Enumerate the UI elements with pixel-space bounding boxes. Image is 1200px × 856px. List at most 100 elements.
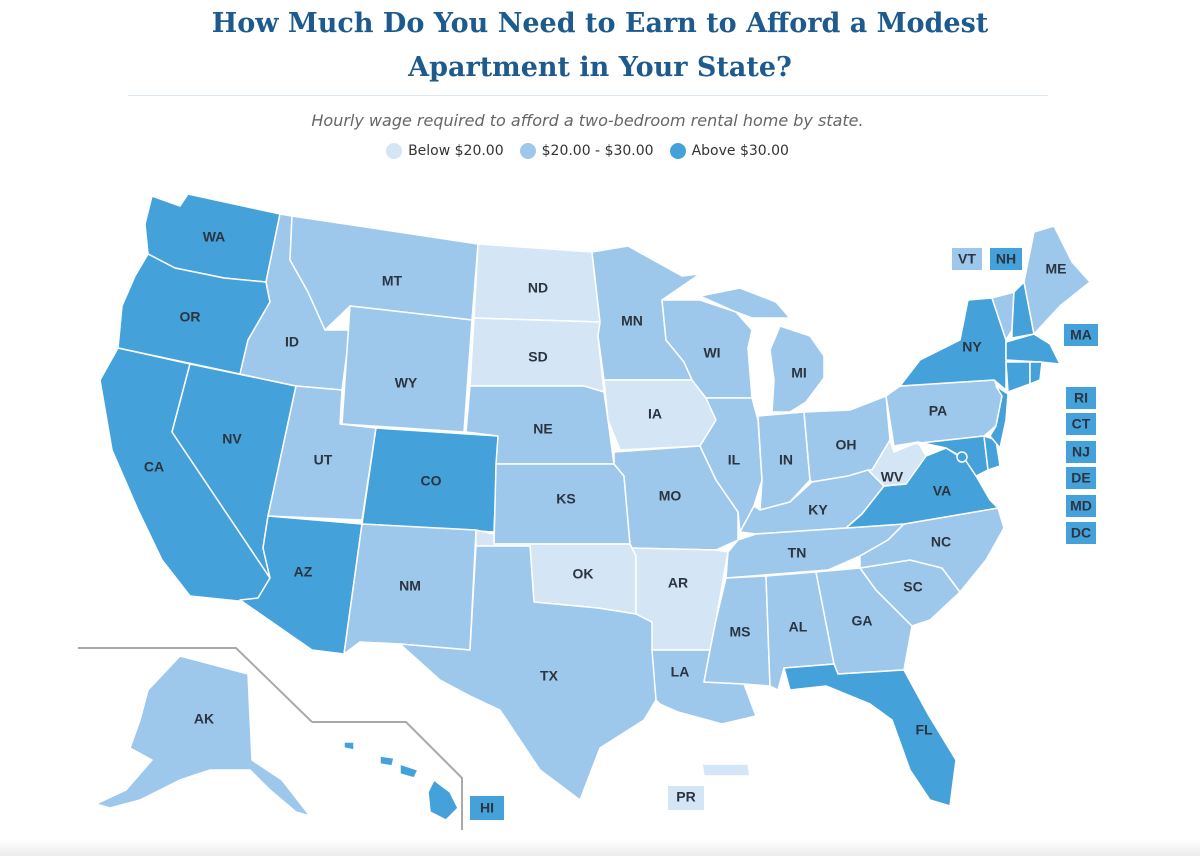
state-label-NJ: NJ xyxy=(1072,444,1090,460)
legend-item-low[interactable]: Below $20.00 xyxy=(386,143,504,159)
state-label-NY: NY xyxy=(962,339,982,355)
state-label-IL: IL xyxy=(728,452,741,468)
state-HI-island-1[interactable] xyxy=(379,755,395,767)
state-label-AR: AR xyxy=(668,575,688,591)
state-label-HI: HI xyxy=(480,800,494,816)
state-NC[interactable] xyxy=(859,507,1005,593)
callout-boxes xyxy=(470,248,1098,820)
state-label-CT: CT xyxy=(1072,416,1091,432)
state-label-TX: TX xyxy=(540,668,559,684)
state-label-KS: KS xyxy=(556,491,575,507)
state-label-NH: NH xyxy=(996,251,1016,267)
state-MI[interactable] xyxy=(769,325,825,413)
state-label-DC: DC xyxy=(1071,525,1091,541)
callout-box-VT[interactable] xyxy=(952,248,982,270)
state-HI[interactable] xyxy=(427,779,459,821)
state-label-IN: IN xyxy=(779,452,793,468)
state-label-NC: NC xyxy=(931,534,951,550)
state-label-IA: IA xyxy=(648,406,662,422)
state-label-GA: GA xyxy=(852,613,873,629)
legend-swatch-low xyxy=(386,143,403,159)
state-label-NE: NE xyxy=(533,421,552,437)
state-label-CO: CO xyxy=(421,473,442,489)
state-label-UT: UT xyxy=(314,452,333,468)
callout-box-NH[interactable] xyxy=(990,248,1022,270)
state-HI-island-3[interactable] xyxy=(343,741,355,751)
legend-swatch-high xyxy=(669,143,686,159)
legend-label-low: Below $20.00 xyxy=(408,143,504,159)
page-title: How Much Do You Need to Earn to Afford a… xyxy=(211,8,989,83)
state-label-NM: NM xyxy=(399,578,421,594)
callout-box-DC[interactable] xyxy=(1066,522,1096,544)
state-label-AL: AL xyxy=(789,619,808,635)
state-label-ND: ND xyxy=(528,280,548,296)
state-NH[interactable] xyxy=(1011,281,1035,339)
callout-box-CT[interactable] xyxy=(1066,413,1096,435)
state-label-AK: AK xyxy=(194,711,214,727)
state-MA[interactable] xyxy=(1005,333,1061,365)
legend-swatch-mid xyxy=(519,143,536,159)
state-label-OK: OK xyxy=(573,566,594,582)
state-WY[interactable] xyxy=(341,305,473,433)
state-HI-island-2[interactable] xyxy=(399,763,419,779)
state-label-MN: MN xyxy=(621,313,643,329)
state-label-RI: RI xyxy=(1074,390,1088,406)
state-MI-upper[interactable] xyxy=(699,287,791,319)
state-label-AZ: AZ xyxy=(294,564,313,580)
state-label-LA: LA xyxy=(671,664,690,680)
title-divider xyxy=(128,95,1048,96)
state-label-CA: CA xyxy=(144,459,164,475)
state-label-MA: MA xyxy=(1070,327,1092,343)
state-DC[interactable] xyxy=(956,451,968,463)
state-label-MO: MO xyxy=(659,488,682,504)
legend-label-mid: $20.00 - $30.00 xyxy=(541,143,654,159)
state-label-TN: TN xyxy=(788,545,807,561)
legend-item-mid[interactable]: $20.00 - $30.00 xyxy=(519,143,654,159)
state-label-SD: SD xyxy=(528,349,547,365)
state-RI[interactable] xyxy=(1029,361,1043,385)
callout-box-DE[interactable] xyxy=(1066,467,1096,489)
callout-box-RI[interactable] xyxy=(1066,387,1096,409)
state-label-SC: SC xyxy=(903,579,922,595)
state-label-NV: NV xyxy=(222,431,242,447)
state-label-MT: MT xyxy=(382,273,403,289)
bottom-edge-shadow xyxy=(0,840,1200,856)
state-TX[interactable] xyxy=(399,545,657,801)
state-label-ID: ID xyxy=(285,334,299,350)
state-PR[interactable] xyxy=(701,763,751,777)
state-label-WV: WV xyxy=(881,469,904,485)
state-label-WY: WY xyxy=(395,375,418,391)
state-NY[interactable] xyxy=(899,297,1007,391)
callout-box-HI[interactable] xyxy=(470,796,504,820)
state-label-WA: WA xyxy=(203,229,226,245)
state-label-KY: KY xyxy=(808,502,828,518)
state-CT[interactable] xyxy=(1005,361,1031,393)
state-label-OH: OH xyxy=(836,437,857,453)
state-label-PA: PA xyxy=(929,403,947,419)
state-AK[interactable] xyxy=(95,655,311,817)
callout-box-MA[interactable] xyxy=(1064,324,1098,346)
legend: Below $20.00 $20.00 - $30.00 Above $30.0… xyxy=(0,143,1175,159)
state-label-DE: DE xyxy=(1071,470,1090,486)
state-WV[interactable] xyxy=(867,439,927,487)
state-label-VT: VT xyxy=(958,251,976,267)
legend-item-high[interactable]: Above $30.00 xyxy=(669,143,789,159)
callout-box-PR[interactable] xyxy=(668,786,704,810)
legend-label-high: Above $30.00 xyxy=(691,143,789,159)
hawaii-inset-frame xyxy=(312,721,463,830)
state-NJ[interactable] xyxy=(989,385,1009,449)
state-FL[interactable] xyxy=(783,663,957,807)
state-label-MI: MI xyxy=(791,365,807,381)
state-label-PR: PR xyxy=(676,789,695,805)
state-label-MS: MS xyxy=(730,624,751,640)
callout-box-NJ[interactable] xyxy=(1066,441,1096,463)
state-label-MD: MD xyxy=(1070,498,1092,514)
state-label-OR: OR xyxy=(180,309,201,325)
state-label-WI: WI xyxy=(703,345,720,361)
state-label-ME: ME xyxy=(1046,261,1067,277)
state-label-FL: FL xyxy=(915,722,933,738)
state-labels: WA OR CA NV ID MT WY UT CO AZ NM ND SD N… xyxy=(144,229,1092,816)
state-ME[interactable] xyxy=(1023,225,1091,335)
callout-box-MD[interactable] xyxy=(1066,495,1096,517)
